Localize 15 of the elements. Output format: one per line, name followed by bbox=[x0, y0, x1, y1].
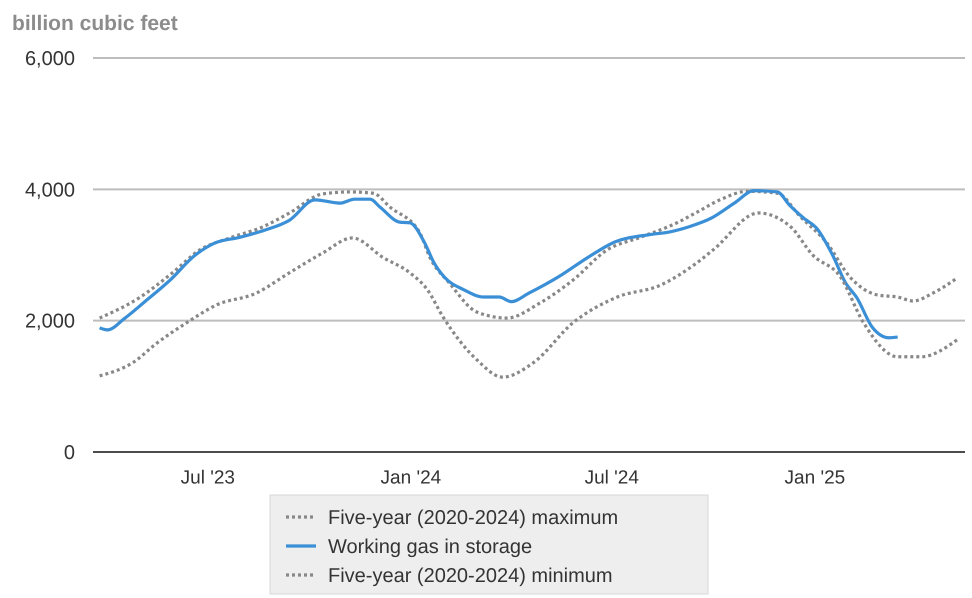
legend-label: Working gas in storage bbox=[328, 536, 532, 558]
line-series bbox=[98, 190, 959, 320]
x-tick-label: Jan '24 bbox=[380, 468, 442, 489]
line-series bbox=[98, 211, 959, 379]
legend-label: Five-year (2020-2024) maximum bbox=[328, 507, 618, 529]
y-tick-label: 2,000 bbox=[24, 310, 75, 333]
y-tick-label: 4,000 bbox=[24, 179, 75, 202]
y-tick-label: 6,000 bbox=[24, 48, 75, 70]
y-tick-label: 0 bbox=[64, 442, 75, 464]
y-axis-title: billion cubic feet bbox=[12, 12, 178, 35]
legend-label: Five-year (2020-2024) minimum bbox=[328, 565, 613, 587]
x-tick-label: Jul '23 bbox=[180, 468, 235, 489]
x-tick-label: Jan '25 bbox=[784, 468, 846, 489]
line-series bbox=[98, 189, 900, 340]
x-tick-label: Jul '24 bbox=[584, 468, 640, 489]
